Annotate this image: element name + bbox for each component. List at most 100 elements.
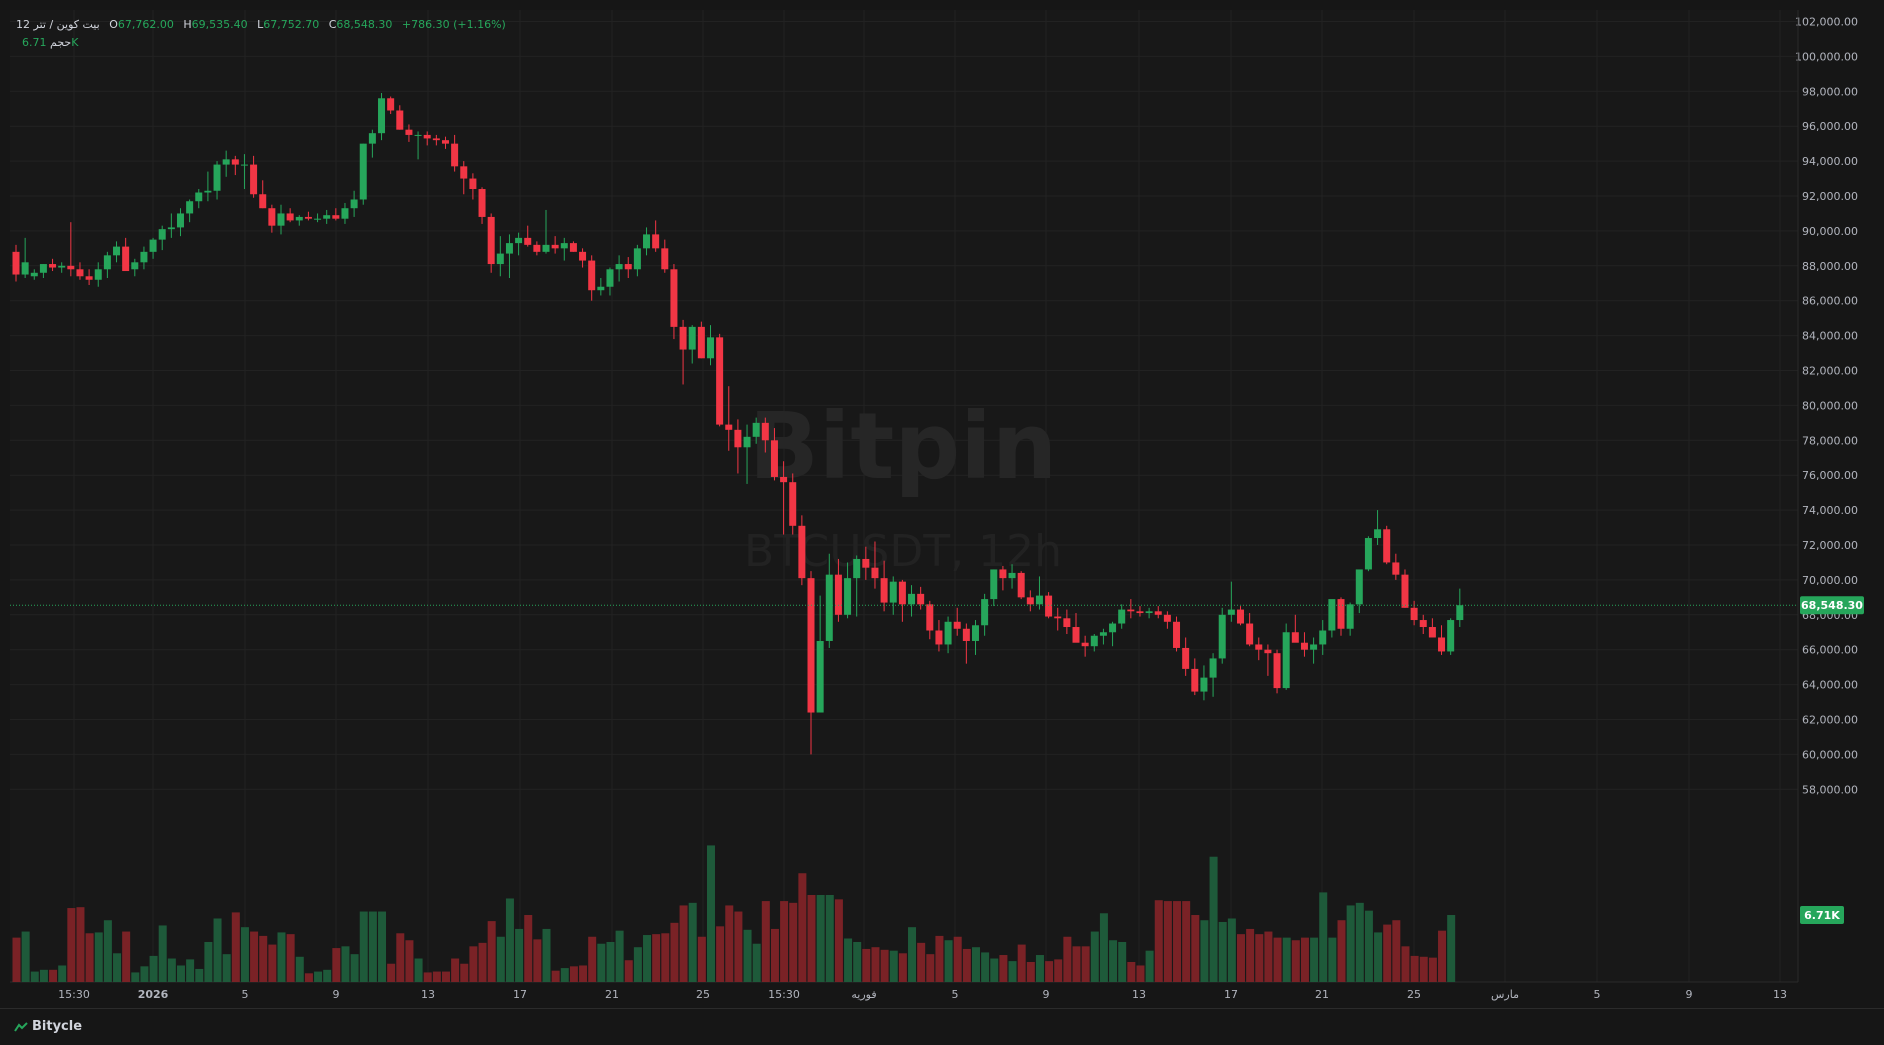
volume-bar bbox=[30, 971, 39, 982]
candle-body bbox=[515, 237, 523, 244]
candle-body bbox=[1081, 642, 1089, 647]
volume-bar bbox=[1072, 946, 1081, 982]
candle-body bbox=[259, 194, 267, 209]
candle-body bbox=[1447, 620, 1455, 652]
candle-body bbox=[643, 234, 651, 249]
candle-body bbox=[368, 133, 376, 144]
y-tick-label: 100,000.00 bbox=[1795, 50, 1858, 63]
candle-body bbox=[314, 218, 322, 220]
y-tick-label: 82,000.00 bbox=[1802, 365, 1858, 378]
volume-bar bbox=[898, 953, 907, 982]
candle-body bbox=[1319, 630, 1327, 645]
y-tick-label: 72,000.00 bbox=[1802, 539, 1858, 552]
candle-body bbox=[789, 482, 797, 526]
volume-bar bbox=[1200, 920, 1209, 982]
candle-body bbox=[432, 138, 440, 141]
volume-bar bbox=[542, 928, 551, 982]
candle-body bbox=[1355, 569, 1363, 605]
y-tick-label: 92,000.00 bbox=[1802, 190, 1858, 203]
volume-bar bbox=[606, 941, 615, 982]
y-tick-label: 62,000.00 bbox=[1802, 714, 1858, 727]
volume-bar bbox=[259, 935, 268, 982]
watermark-title: Bitpin bbox=[749, 393, 1058, 500]
volume-bar bbox=[1255, 934, 1264, 982]
candle-body bbox=[862, 558, 870, 568]
candle-body bbox=[1328, 599, 1336, 631]
candle-body bbox=[176, 213, 184, 228]
high-value: 69,535.40 bbox=[191, 18, 248, 31]
y-tick-label: 80,000.00 bbox=[1802, 399, 1858, 412]
volume-bar bbox=[396, 933, 405, 982]
y-tick-label: 60,000.00 bbox=[1802, 748, 1858, 761]
volume-bar bbox=[981, 952, 990, 982]
candle-body bbox=[1246, 623, 1254, 645]
candle-body bbox=[1227, 609, 1235, 615]
volume-bar bbox=[1154, 900, 1163, 982]
volume-bar bbox=[615, 930, 624, 982]
volume-bar bbox=[204, 941, 213, 982]
candle-body bbox=[880, 578, 888, 603]
volume-bar bbox=[971, 947, 980, 982]
volume-bar bbox=[304, 973, 313, 982]
volume-bar bbox=[1063, 936, 1072, 982]
volume-bar bbox=[1145, 950, 1154, 982]
volume-bar bbox=[880, 949, 889, 982]
y-tick-label: 64,000.00 bbox=[1802, 679, 1858, 692]
close-value: 68,548.30 bbox=[336, 18, 393, 31]
candle-body bbox=[423, 134, 431, 139]
volume-bar bbox=[49, 969, 58, 982]
candle-body bbox=[1008, 572, 1016, 579]
high-key: H bbox=[183, 18, 192, 31]
volume-bar bbox=[1227, 918, 1236, 982]
candle-body bbox=[222, 159, 230, 165]
volume-row: حجم 6.71K bbox=[16, 34, 506, 52]
volume-bar bbox=[624, 960, 633, 982]
volume-bar bbox=[231, 912, 240, 982]
brand[interactable]: Bitycle bbox=[14, 1019, 82, 1034]
candle-body bbox=[76, 269, 84, 277]
volume-bar bbox=[487, 921, 496, 982]
volume-bar bbox=[1410, 955, 1419, 982]
volume-bar bbox=[853, 941, 862, 982]
volume-bar bbox=[670, 922, 679, 982]
candle-body bbox=[962, 628, 970, 641]
y-tick-label: 102,000.00 bbox=[1795, 16, 1858, 29]
volume-bar bbox=[962, 948, 971, 982]
volume-bar bbox=[1355, 902, 1364, 982]
volume-bar bbox=[1017, 944, 1026, 982]
candle-body bbox=[725, 424, 733, 430]
y-tick-label: 84,000.00 bbox=[1802, 330, 1858, 343]
volume-key: حجم bbox=[50, 36, 72, 49]
volume-bar bbox=[1419, 956, 1428, 982]
symbol-label: بیت کوین / تتر bbox=[33, 18, 100, 31]
candle-body bbox=[615, 264, 623, 270]
volume-bar bbox=[21, 931, 30, 982]
plot-area bbox=[10, 10, 1798, 982]
candle-body bbox=[140, 251, 148, 263]
volume-bar bbox=[816, 895, 825, 982]
y-tick-label: 86,000.00 bbox=[1802, 295, 1858, 308]
y-tick-label: 88,000.00 bbox=[1802, 260, 1858, 273]
volume-bar bbox=[834, 899, 843, 982]
candle-body bbox=[542, 244, 550, 252]
volume-bar bbox=[761, 901, 770, 982]
x-tick-label: 2026 bbox=[138, 988, 169, 1001]
volume-bar bbox=[944, 940, 953, 982]
volume-bar bbox=[505, 898, 514, 982]
candle-body bbox=[971, 625, 979, 641]
volume-bar bbox=[103, 920, 112, 982]
candle-body bbox=[926, 604, 934, 631]
volume-bar bbox=[451, 958, 460, 982]
volume-bar bbox=[734, 911, 743, 982]
candle-body bbox=[158, 229, 166, 240]
x-tick-label: 5 bbox=[242, 988, 249, 1001]
volume-bar bbox=[871, 947, 880, 982]
volume-bar bbox=[222, 954, 231, 982]
watermark-subtitle: BTCUSDT, 12h bbox=[744, 526, 1062, 577]
volume-bar bbox=[551, 970, 560, 982]
candle-body bbox=[688, 326, 696, 350]
candle-body bbox=[268, 208, 276, 226]
volume-bar bbox=[1218, 921, 1227, 982]
price-chart[interactable]: 102,000.00 100,000.00 98,000.00 96,000.00 94… bbox=[0, 0, 1884, 1008]
volume-bar bbox=[286, 934, 295, 982]
